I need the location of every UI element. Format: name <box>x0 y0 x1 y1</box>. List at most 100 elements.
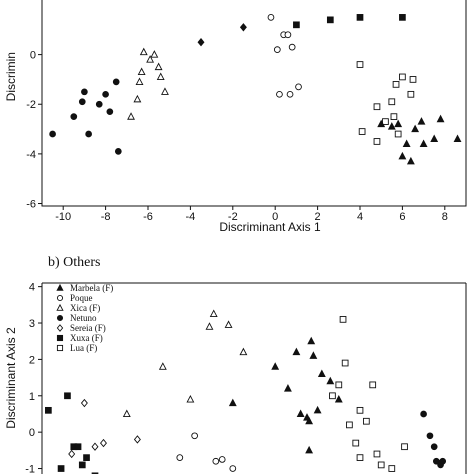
panel-b-point <box>91 442 99 451</box>
panel-a-x-axis-title: Discriminant Axis 1 <box>219 220 321 234</box>
panel-b-point <box>229 465 237 472</box>
panel-a-point <box>161 87 169 95</box>
panel-b-point <box>352 439 360 447</box>
panel-b-point <box>439 457 447 465</box>
panel-b-point <box>292 347 301 356</box>
panel-a-point <box>377 119 386 128</box>
panel-b-point <box>191 432 198 440</box>
panel-a-x-tick-label: 6 <box>399 211 405 223</box>
panel-b-point <box>426 432 434 440</box>
panel-a-y-tick-label: 0 <box>30 50 36 62</box>
panel-a-point <box>273 46 281 53</box>
panel-a-point <box>326 16 334 24</box>
panel-a-point <box>399 73 406 81</box>
panel-b-point <box>373 450 381 458</box>
panel-b-legend-marker <box>56 303 64 311</box>
panel-b-point <box>326 376 335 385</box>
panel-a-point <box>95 100 103 108</box>
panel-a-point <box>406 156 415 165</box>
panel-b-point <box>339 316 347 323</box>
panel-a-point <box>135 77 144 85</box>
panel-a-point <box>106 108 114 116</box>
panel-b-y-tick-label: 3 <box>29 318 35 330</box>
panel-b-point <box>91 472 99 474</box>
panel-a-point <box>156 72 165 80</box>
panel-a-point <box>453 134 462 143</box>
panel-a-x-tick-label: -6 <box>143 211 153 223</box>
panel-a-point <box>85 130 92 138</box>
panel-a-discriminant-plot: -10 -8 -6 -4 -2 0 2 4 6 8 0 -2 -4 -6 Discriminant Axi… <box>4 0 467 234</box>
panel-a-y-tick-label: -2 <box>26 99 36 111</box>
panel-a-point <box>276 90 283 98</box>
panel-b-point <box>239 347 248 356</box>
panel-a-point <box>358 128 366 135</box>
panel-b-point <box>218 456 226 463</box>
panel-b-point <box>346 421 353 429</box>
panel-b-legend-marker <box>56 344 64 352</box>
panel-a-point <box>356 61 364 68</box>
panel-b-point <box>420 410 427 418</box>
panel-b-legend-label: Sereia (F) <box>70 323 106 333</box>
panel-b-legend-label: Lua (F) <box>70 343 97 353</box>
panel-a-point <box>78 98 86 106</box>
panel-b-point <box>158 362 167 370</box>
panel-b-legend-label: Xica (F) <box>70 303 100 313</box>
panel-b-point <box>83 454 90 461</box>
panel-b-point <box>356 454 364 461</box>
panel-b-point <box>68 449 76 459</box>
panel-a-point <box>419 139 428 148</box>
panel-a-point <box>295 83 302 91</box>
panel-a-point <box>49 130 56 138</box>
panel-a-point <box>70 113 78 121</box>
panel-a-point <box>388 98 396 106</box>
panel-b-point <box>334 394 343 403</box>
panel-a-point <box>382 118 389 125</box>
panel-b-point <box>45 406 52 414</box>
panel-b-y-tick-label: 0 <box>29 427 35 439</box>
panel-b-legend-label: Xuxa (F) <box>70 333 103 343</box>
panel-b-legend-marker <box>56 294 64 302</box>
panel-a-x-tick-label: 2 <box>315 211 321 223</box>
panel-a-point <box>387 122 396 130</box>
panel-a-point <box>239 23 247 32</box>
panel-b-legend-marker <box>56 334 64 342</box>
panel-a-point <box>417 117 426 125</box>
panel-a-point <box>288 43 296 51</box>
panel-a-point <box>398 151 407 160</box>
panel-a-x-tick-label: 4 <box>357 211 363 223</box>
panel-a-point <box>102 90 109 98</box>
panel-b-point <box>74 443 82 451</box>
panel-b-point <box>309 351 318 359</box>
panel-a-point <box>114 148 122 155</box>
panel-b-point <box>224 320 233 328</box>
panel-b-point <box>133 435 141 444</box>
panel-b-point <box>64 392 71 400</box>
panel-b-point <box>99 438 107 448</box>
panel-a-point <box>407 90 415 98</box>
panel-a-y-axis-title: Discrimin <box>4 52 18 101</box>
panel-b-y-axis-title: Discriminant Axis 2 <box>4 327 18 429</box>
panel-b-y-tick-label: 2 <box>29 354 35 366</box>
panel-a-point <box>430 134 439 143</box>
panel-a-point <box>394 130 402 138</box>
panel-a-point <box>436 114 445 123</box>
panel-b-legend-marker <box>56 324 64 332</box>
panel-a-point <box>154 62 163 71</box>
panel-a-point <box>146 55 155 63</box>
panel-b-point <box>305 445 314 454</box>
panel-a-point <box>150 50 159 58</box>
panel-a-point <box>373 103 381 111</box>
panel-b-point <box>307 336 316 345</box>
panel-a-point <box>81 88 88 96</box>
panel-a-y-tick-label: -4 <box>26 149 36 161</box>
panel-a-point <box>137 67 146 76</box>
panel-b-y-tick-label: 1 <box>29 391 35 403</box>
panel-b-point <box>388 465 396 472</box>
panel-a-x-tick-label: 0 <box>272 211 278 223</box>
panel-b-point <box>313 405 322 414</box>
panel-b-point <box>176 454 184 461</box>
panel-a-x-tick-label: 8 <box>442 211 448 223</box>
